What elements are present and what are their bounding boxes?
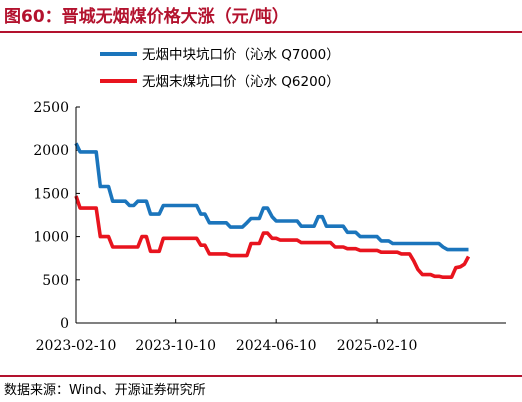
x-axis-ticks: 2023-02-10 2023-10-10 2024-06-10 2025-02-10 bbox=[36, 319, 418, 354]
y-tick-label: 2000 bbox=[33, 143, 69, 159]
data-source: 数据来源：Wind、开源证券研究所 bbox=[4, 383, 206, 398]
footer-rule bbox=[0, 375, 522, 377]
series-line-2 bbox=[74, 195, 471, 279]
legend-label-1: 无烟中块坑口价（沁水 Q7000） bbox=[142, 47, 340, 63]
series-lines bbox=[74, 142, 471, 279]
series-line-1 bbox=[74, 142, 469, 252]
y-axis-ticks: 0 500 1000 1500 2000 2500 bbox=[33, 100, 80, 332]
title-underline bbox=[0, 31, 522, 33]
y-tick-label: 2500 bbox=[33, 100, 69, 116]
figure-title: 图60：晋城无烟煤价格大涨（元/吨） bbox=[4, 7, 289, 27]
x-tick-label: 2023-10-10 bbox=[135, 338, 216, 354]
y-tick-label: 1500 bbox=[33, 186, 69, 202]
x-tick-label: 2023-02-10 bbox=[36, 338, 117, 354]
legend-label-2: 无烟末煤坑口价（沁水 Q6200） bbox=[142, 74, 340, 90]
y-tick-label: 1000 bbox=[33, 230, 69, 246]
y-tick-label: 0 bbox=[60, 316, 69, 332]
y-tick-label: 500 bbox=[42, 273, 69, 289]
x-tick-label: 2025-02-10 bbox=[337, 338, 418, 354]
legend: 无烟中块坑口价（沁水 Q7000） 无烟末煤坑口价（沁水 Q6200） bbox=[100, 47, 340, 90]
x-tick-label: 2024-06-10 bbox=[236, 338, 317, 354]
